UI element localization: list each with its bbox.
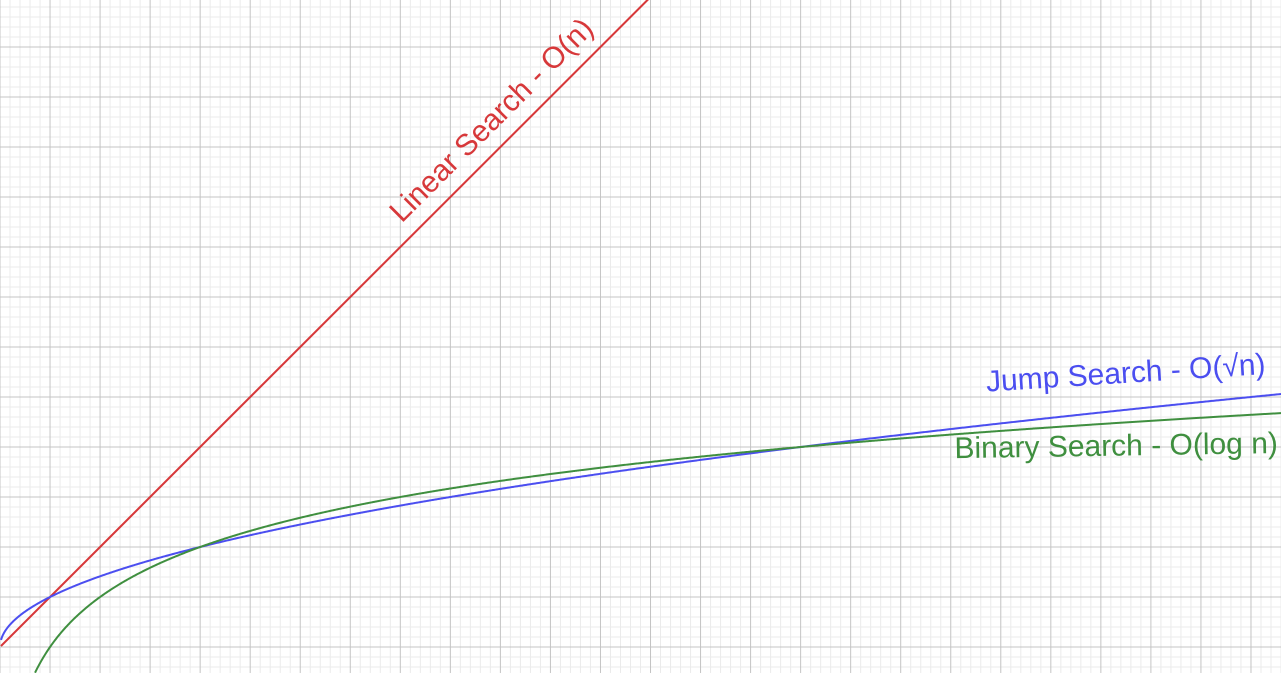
series-label-linear-search: Linear Search - O(n)	[383, 12, 600, 229]
series-line-2	[34, 412, 1281, 674]
series-label-jump-search: Jump Search - O(√n)	[985, 348, 1266, 399]
series-label-binary-search: Binary Search - O(log n)	[954, 427, 1278, 465]
series-line-1	[0, 393, 1281, 641]
series-line-0	[0, 0, 649, 647]
